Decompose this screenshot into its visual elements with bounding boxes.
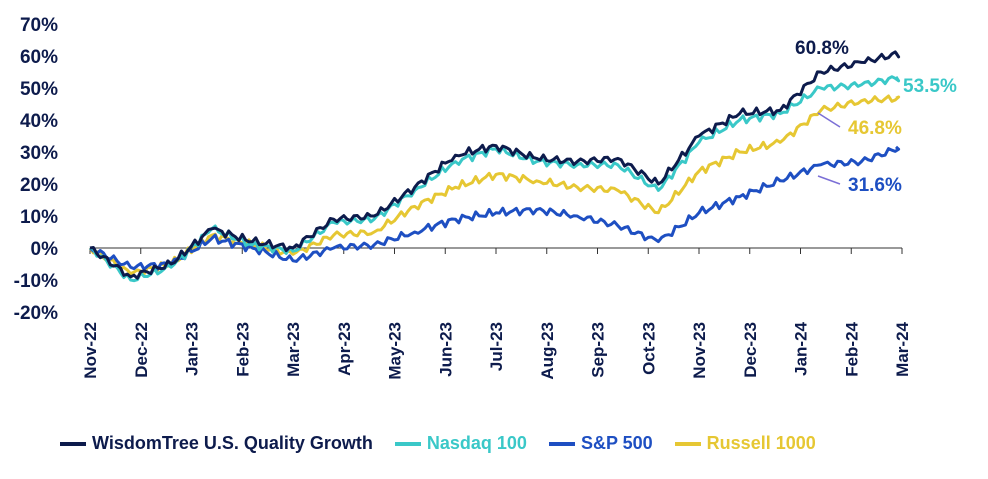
x-tick-label: Apr-23 <box>335 322 354 376</box>
label-connector-0 <box>817 112 841 128</box>
y-tick-label: -20% <box>14 303 58 324</box>
x-tick-label: Oct-23 <box>639 322 658 375</box>
x-tick-label: Nov-22 <box>81 322 100 379</box>
legend-swatch-sp-500 <box>548 441 575 446</box>
legend-label-nasdaq-100: Nasdaq 100 <box>426 433 527 453</box>
y-tick-label: 0% <box>31 239 59 260</box>
legend-item-quality-growth: WisdomTree U.S. Quality Growth <box>60 433 373 454</box>
x-tick-label: Sep-23 <box>589 322 608 378</box>
x-tick-label: Mar-23 <box>284 322 303 377</box>
legend-swatch-quality-growth <box>60 441 86 446</box>
y-tick-label: 30% <box>20 143 58 164</box>
y-tick-label: 10% <box>20 207 58 228</box>
x-tick-label: May-23 <box>386 322 405 380</box>
end-label-1: 53.5% <box>903 76 957 97</box>
line-chart: 70% 60% 50% 40% 30% 20% 10% 0% -10% -20% Nov-22 De… <box>14 15 957 380</box>
y-tick-label: 50% <box>20 79 58 100</box>
y-tick-label: -10% <box>14 271 58 292</box>
legend-label-russell-1000: Russell 1000 <box>706 433 816 453</box>
series-line-3 <box>88 94 901 276</box>
legend-item-sp-500: S&P 500 <box>548 433 653 454</box>
end-label-0: 60.8% <box>795 38 849 59</box>
legend-swatch-nasdaq-100 <box>394 441 421 446</box>
series-lines <box>88 50 901 283</box>
y-axis: 70% 60% 50% 40% 30% 20% 10% 0% -10% -20% <box>14 15 58 324</box>
end-labels: 60.8% 53.5% 31.6% 46.8% <box>795 38 957 196</box>
y-tick-label: 40% <box>20 111 58 132</box>
x-tick-label: Jan-23 <box>183 322 202 376</box>
legend-swatch-russell-1000 <box>674 441 701 446</box>
legend-item-russell-1000: Russell 1000 <box>674 433 816 454</box>
legend-item-nasdaq-100: Nasdaq 100 <box>394 433 527 454</box>
x-tick-label: Feb-23 <box>233 322 252 377</box>
x-tick-label: Jul-23 <box>487 322 506 371</box>
y-tick-label: 70% <box>20 15 58 36</box>
series-line-0 <box>89 50 901 280</box>
x-tick-label: Mar-24 <box>893 321 912 376</box>
legend: WisdomTree U.S. Quality Growth Nasdaq 10… <box>60 433 816 454</box>
x-axis: Nov-22 Dec-22 Jan-23 Feb-23 Mar-23 Apr-23 May-… <box>81 247 912 380</box>
x-tick-label: Dec-22 <box>132 322 151 378</box>
x-tick-label: Jun-23 <box>436 322 455 377</box>
x-tick-label: Feb-24 <box>842 321 861 376</box>
end-label-3: 46.8% <box>848 118 902 139</box>
y-tick-label: 20% <box>20 175 58 196</box>
series-line-2 <box>88 145 901 271</box>
x-tick-label: Jan-24 <box>792 321 811 375</box>
legend-label-sp-500: S&P 500 <box>580 433 653 453</box>
y-tick-label: 60% <box>20 47 58 68</box>
legend-label-quality-growth: WisdomTree U.S. Quality Growth <box>92 433 373 453</box>
x-tick-label: Aug-23 <box>538 322 557 380</box>
x-tick-label: Dec-23 <box>741 322 760 378</box>
end-label-2: 31.6% <box>848 175 902 196</box>
label-connector-1 <box>817 175 841 185</box>
x-tick-label: Nov-23 <box>690 322 709 379</box>
